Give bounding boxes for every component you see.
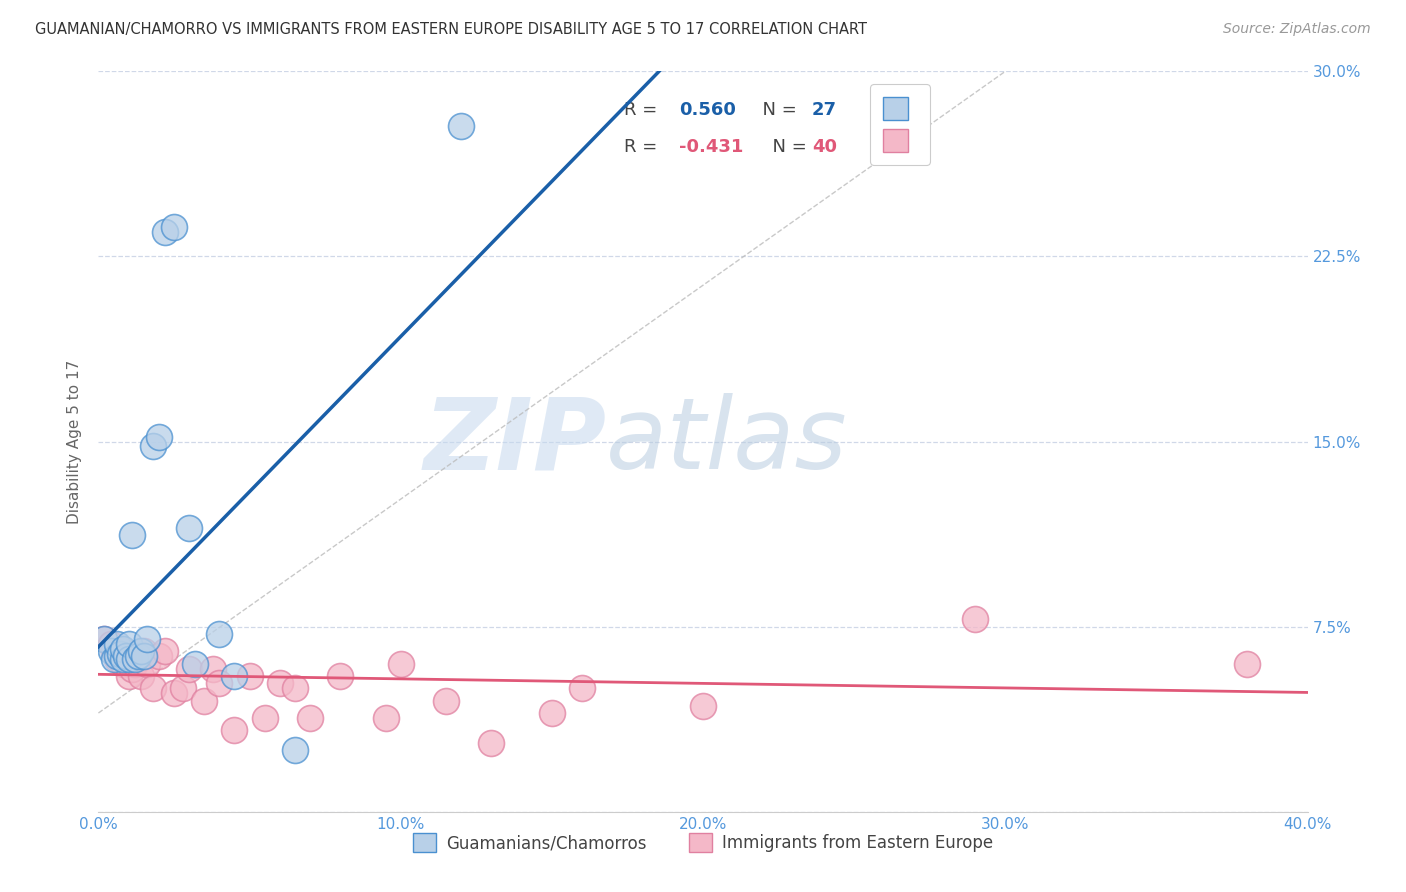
Point bbox=[127, 651, 149, 665]
Legend: Guamanians/Chamorros, Immigrants from Eastern Europe: Guamanians/Chamorros, Immigrants from Ea… bbox=[406, 826, 1000, 859]
Point bbox=[374, 711, 396, 725]
Point bbox=[239, 669, 262, 683]
Point bbox=[111, 644, 134, 658]
Point bbox=[148, 429, 170, 443]
Point bbox=[103, 651, 125, 665]
Point bbox=[571, 681, 593, 696]
Point bbox=[163, 686, 186, 700]
Text: N =: N = bbox=[761, 138, 813, 156]
Point bbox=[111, 641, 134, 656]
Point bbox=[153, 644, 176, 658]
Point bbox=[103, 644, 125, 658]
Point bbox=[135, 657, 157, 671]
Point bbox=[118, 669, 141, 683]
Point bbox=[132, 649, 155, 664]
Point bbox=[179, 521, 201, 535]
Point bbox=[111, 657, 134, 671]
Point bbox=[118, 651, 141, 665]
Point bbox=[114, 649, 136, 664]
Point bbox=[111, 651, 134, 665]
Text: R =: R = bbox=[624, 101, 664, 119]
Point bbox=[108, 649, 131, 664]
Text: ZIP: ZIP bbox=[423, 393, 606, 490]
Point bbox=[692, 698, 714, 713]
Point bbox=[132, 644, 155, 658]
Point bbox=[965, 612, 987, 626]
Text: GUAMANIAN/CHAMORRO VS IMMIGRANTS FROM EASTERN EUROPE DISABILITY AGE 5 TO 17 CORR: GUAMANIAN/CHAMORRO VS IMMIGRANTS FROM EA… bbox=[35, 22, 868, 37]
Text: -0.431: -0.431 bbox=[679, 138, 744, 156]
Point bbox=[118, 637, 141, 651]
Point bbox=[93, 632, 115, 646]
Point bbox=[389, 657, 412, 671]
Point bbox=[148, 649, 170, 664]
Point bbox=[105, 651, 128, 665]
Point bbox=[193, 694, 215, 708]
Point bbox=[540, 706, 562, 720]
Point bbox=[172, 681, 194, 696]
Point bbox=[253, 711, 276, 725]
Point bbox=[269, 676, 291, 690]
Point bbox=[202, 662, 225, 676]
Point bbox=[114, 651, 136, 665]
Point bbox=[224, 723, 246, 738]
Point bbox=[135, 632, 157, 646]
Point bbox=[284, 743, 307, 757]
Point bbox=[124, 657, 146, 671]
Point bbox=[100, 644, 122, 658]
Point bbox=[93, 632, 115, 646]
Point bbox=[184, 657, 207, 671]
Point bbox=[179, 662, 201, 676]
Point bbox=[163, 219, 186, 234]
Point bbox=[208, 627, 231, 641]
Text: R =: R = bbox=[624, 138, 664, 156]
Point bbox=[129, 669, 152, 683]
Point bbox=[434, 694, 457, 708]
Y-axis label: Disability Age 5 to 17: Disability Age 5 to 17 bbox=[67, 359, 83, 524]
Point bbox=[142, 440, 165, 454]
Point bbox=[124, 651, 146, 665]
Point bbox=[129, 644, 152, 658]
Point bbox=[105, 649, 128, 664]
Text: N =: N = bbox=[751, 101, 803, 119]
Text: 27: 27 bbox=[811, 101, 837, 119]
Point bbox=[142, 681, 165, 696]
Point bbox=[224, 669, 246, 683]
Point bbox=[121, 528, 143, 542]
Point bbox=[329, 669, 352, 683]
Point bbox=[108, 647, 131, 661]
Text: 0.560: 0.560 bbox=[679, 101, 735, 119]
Text: 40: 40 bbox=[811, 138, 837, 156]
Point bbox=[105, 637, 128, 651]
Point bbox=[299, 711, 322, 725]
Point bbox=[481, 736, 503, 750]
Point bbox=[153, 225, 176, 239]
Point bbox=[208, 676, 231, 690]
Point bbox=[100, 637, 122, 651]
Point bbox=[121, 662, 143, 676]
Point bbox=[284, 681, 307, 696]
Text: atlas: atlas bbox=[606, 393, 848, 490]
Point bbox=[127, 649, 149, 664]
Text: Source: ZipAtlas.com: Source: ZipAtlas.com bbox=[1223, 22, 1371, 37]
Point bbox=[450, 119, 472, 133]
Point bbox=[1236, 657, 1258, 671]
